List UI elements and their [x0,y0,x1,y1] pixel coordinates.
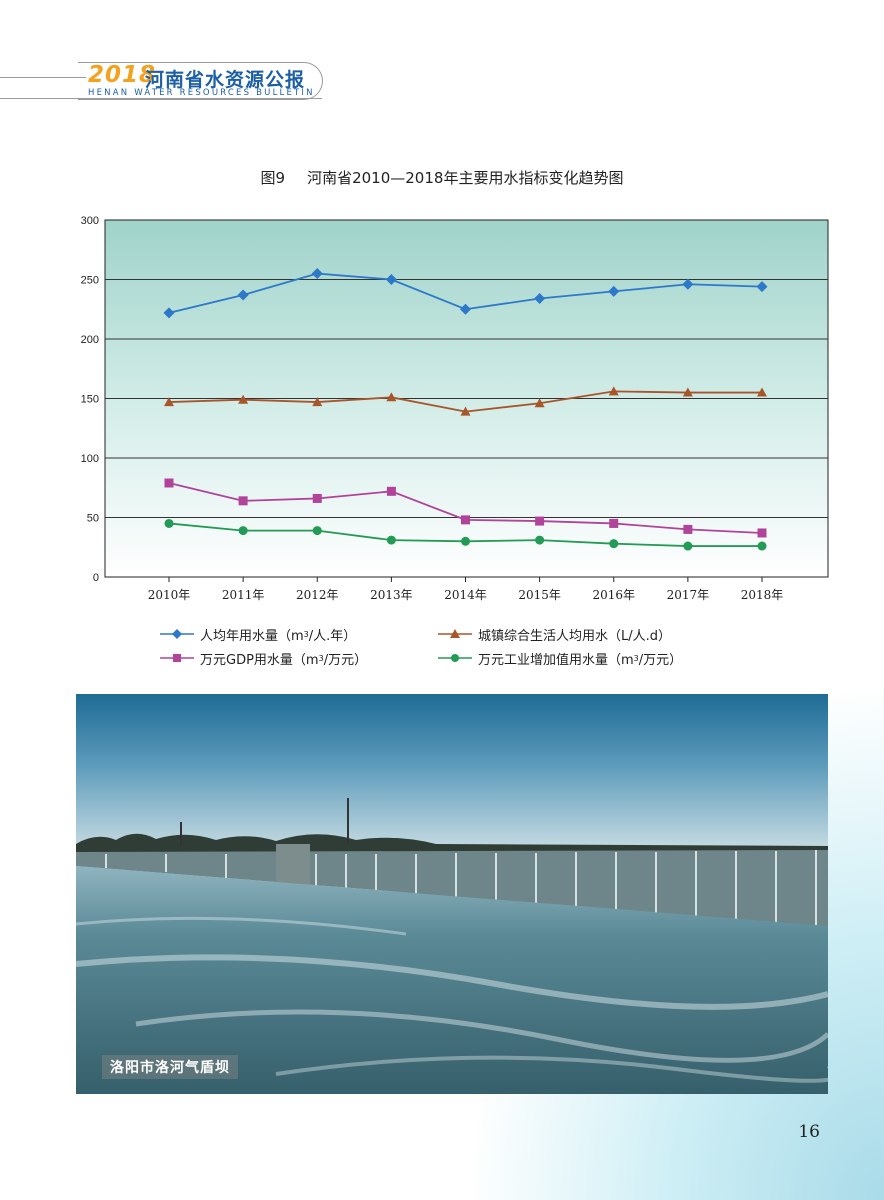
line-chart: 0 50 100 150 200 250 300 2010年 2011年 2012年 2013年 20… [81,215,829,602]
data-point [609,518,619,528]
series-square [164,478,767,538]
data-point [312,526,322,536]
data-point [535,516,545,526]
data-point [164,397,174,407]
header-underline [0,98,322,99]
data-point [164,478,174,488]
data-point [311,268,323,280]
data-point [238,496,248,506]
data-point [460,406,471,416]
legend-label: 万元工业增加值用水量（m [478,652,634,668]
data-point [385,274,397,285]
data-point [757,387,767,397]
y-tick-label: 100 [81,453,99,465]
data-point [609,539,619,549]
x-tick-label: 2016年 [592,588,635,602]
legend-superscript: 3 [303,629,309,639]
legend-item-per-capita-water: 人均年用水量（m 3/人.年） [160,624,356,644]
legend-label-suffix: /人.年） [308,628,357,644]
y-tick-label: 250 [81,275,99,287]
photo-caption: 洛阳市洛河气盾坝 [102,1055,238,1079]
figure-caption: 图9 河南省2010—2018年主要用水指标变化趋势图 [0,167,884,188]
data-point [312,397,323,407]
triangle-marker-icon [438,629,472,638]
figure-title: 河南省2010—2018年主要用水指标变化趋势图 [307,169,624,187]
data-point [163,307,175,319]
data-point [237,289,249,301]
circle-marker-icon [438,654,472,662]
legend-item-urban-domestic: 城镇综合生活人均用水（L/人.d） [438,624,671,644]
header-year: 2018 [88,62,157,88]
header-title: 河南省水资源公报 [145,69,306,91]
data-point [757,541,767,551]
y-tick-label: 150 [81,394,99,406]
x-tick-label: 2011年 [222,588,265,602]
y-tick-label: 0 [93,572,99,584]
data-point [682,278,694,290]
series-diamond [163,268,768,319]
x-tick-label: 2018年 [741,588,784,602]
data-point [535,535,545,545]
data-point [386,486,396,496]
legend-item-industrial-water: 万元工业增加值用水量（m 3/万元） [438,648,682,668]
legend-label-suffix: /万元） [638,652,683,668]
data-point [534,293,546,305]
dam-photo [76,694,828,1094]
y-tick-label: 50 [87,513,99,525]
x-tick-label: 2014年 [444,588,487,602]
legend-label: 城镇综合生活人均用水（L/人.d） [478,628,672,644]
square-marker-icon [160,654,194,662]
data-point [683,524,693,534]
header-subtitle: HENAN WATER RESOURCES BULLETIN [88,88,315,98]
y-tick-label: 200 [81,334,99,346]
data-point [164,518,174,528]
chart-legend: 人均年用水量（m 3/人.年） 城镇综合生活人均用水（L/人.d） 万元GDP用水… [160,622,760,672]
data-point [756,281,768,293]
data-point [238,394,249,404]
bulletin-header: 2018 河南省水资源公报 HENAN WATER RESOURCES BULL… [0,60,330,102]
legend-superscript: 3 [633,653,639,663]
data-point [682,387,693,397]
data-point [757,528,767,538]
data-series [163,268,768,551]
legend-label: 万元GDP用水量（m [200,652,319,668]
y-tick-label: 300 [81,215,99,227]
dam-illustration [76,694,828,1094]
data-point [386,535,396,545]
data-point [386,392,397,402]
data-point [461,515,470,525]
diamond-marker-icon [160,629,194,639]
legend-superscript: 3 [318,653,324,663]
figure-number: 图9 [260,169,286,187]
data-point [461,536,470,546]
x-tick-label: 2017年 [667,588,710,602]
data-point [534,398,545,408]
data-point [608,386,619,396]
x-tick-label: 2010年 [148,588,191,602]
data-point [460,303,471,315]
data-point [683,541,693,551]
series-circle [164,518,767,551]
legend-item-gdp-water: 万元GDP用水量（m 3/万元） [160,648,367,668]
page-number: 16 [798,1122,820,1142]
data-point [312,493,322,503]
data-point [608,285,620,297]
x-tick-label: 2013年 [370,588,413,602]
legend-label-suffix: /万元） [323,652,368,668]
legend-label: 人均年用水量（m [200,628,304,644]
axis-ticks: 0 50 100 150 200 250 300 2010年 2011年 2012年 2013年 20… [81,215,784,602]
header-frame [78,62,323,100]
series-triangle [164,386,767,416]
data-point [238,526,248,536]
header-rule [0,77,86,78]
x-tick-label: 2015年 [518,588,561,602]
x-tick-label: 2012年 [296,588,339,602]
